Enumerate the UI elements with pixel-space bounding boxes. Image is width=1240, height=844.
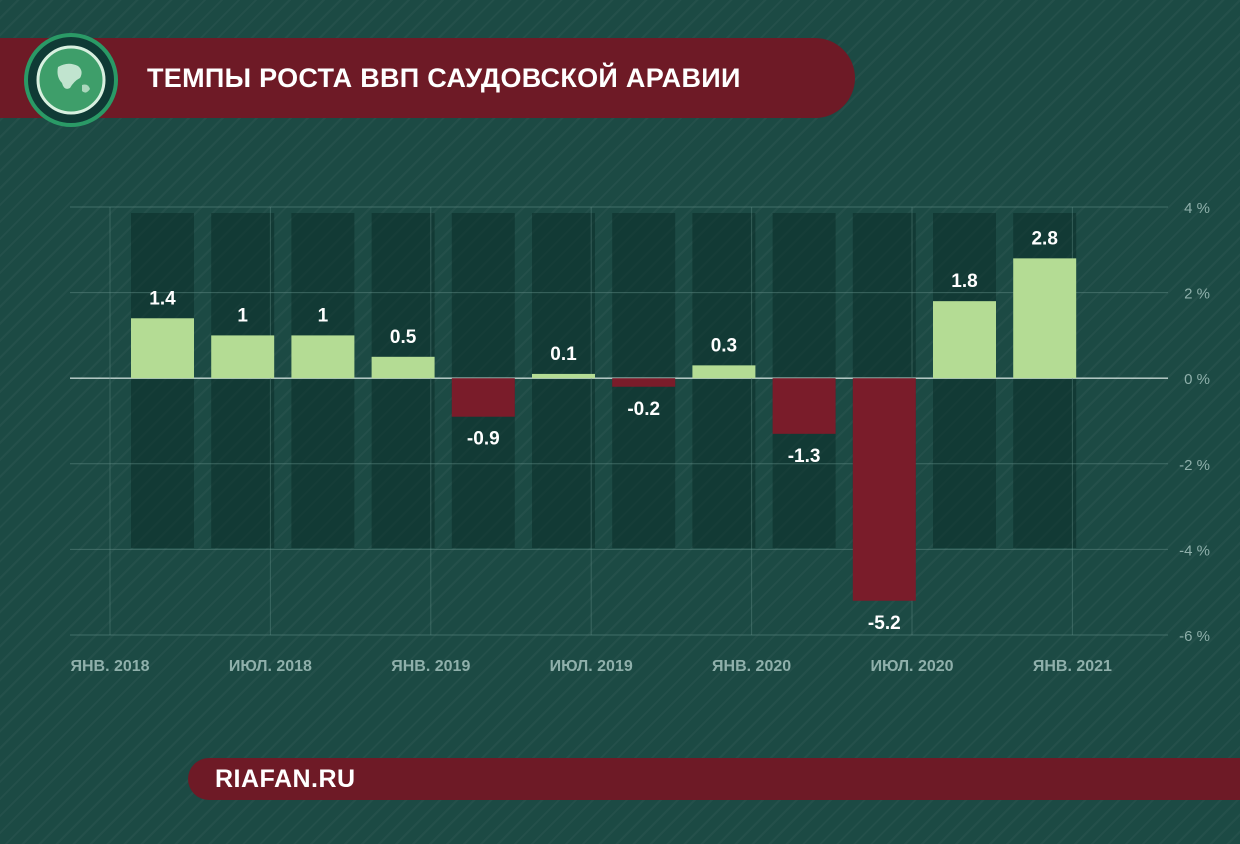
bar-value-label: -0.2	[627, 399, 660, 420]
bar	[291, 335, 355, 379]
bar-shadow-column	[371, 213, 435, 548]
bar	[933, 301, 996, 379]
y-tick-label: -6 %	[1179, 628, 1210, 645]
bar	[852, 378, 916, 601]
bar	[532, 373, 595, 379]
y-tick-label: -2 %	[1179, 457, 1210, 474]
bar-shadow-column	[692, 213, 756, 548]
bar	[612, 378, 676, 387]
x-tick-label: ЯНВ. 2021	[1033, 658, 1112, 675]
bar-value-label: 0.5	[390, 327, 417, 348]
x-tick-label: ИЮЛ. 2019	[550, 658, 633, 675]
y-tick-label: 0 %	[1184, 371, 1210, 388]
bar	[692, 365, 756, 379]
bar-value-label: 1	[237, 305, 248, 326]
bar-value-label: -1.3	[788, 446, 821, 467]
bar	[371, 356, 435, 379]
bar-value-label: 0.1	[550, 344, 577, 365]
footer-banner	[188, 758, 1240, 800]
bar	[772, 378, 836, 434]
bar	[211, 335, 275, 379]
title-banner	[0, 38, 855, 118]
bar-value-label: 1.4	[149, 288, 176, 309]
bar	[1013, 258, 1077, 379]
bar	[451, 378, 515, 417]
y-tick-label: 2 %	[1184, 286, 1210, 303]
y-tick-label: -4 %	[1179, 542, 1210, 559]
page-title: ТЕМПЫ РОСТА ВВП САУДОВСКОЙ АРАВИИ	[147, 63, 741, 93]
y-tick-label: 4 %	[1184, 200, 1210, 217]
bar	[131, 318, 194, 379]
bar-value-label: 0.3	[711, 335, 737, 356]
globe-logo-icon	[24, 33, 118, 127]
bar-value-label: 1	[318, 305, 329, 326]
bar-shadow-column	[933, 213, 996, 548]
bar-value-label: -0.9	[467, 429, 500, 450]
bar-shadow-column	[131, 213, 194, 548]
x-tick-label: ИЮЛ. 2020	[870, 658, 953, 675]
x-tick-label: ЯНВ. 2019	[391, 658, 470, 675]
bar-shadow-column	[291, 213, 355, 548]
source-label: RIAFAN.RU	[215, 765, 356, 793]
bar-value-label: 1.8	[951, 271, 977, 292]
x-tick-label: ИЮЛ. 2018	[229, 658, 312, 675]
x-tick-label: ЯНВ. 2018	[70, 658, 149, 675]
x-tick-label: ЯНВ. 2020	[712, 658, 791, 675]
bar-shadow-column	[211, 213, 275, 548]
bar-value-label: -5.2	[868, 613, 901, 634]
bar-value-label: 2.8	[1031, 228, 1057, 249]
bar-shadow-column	[532, 213, 595, 548]
